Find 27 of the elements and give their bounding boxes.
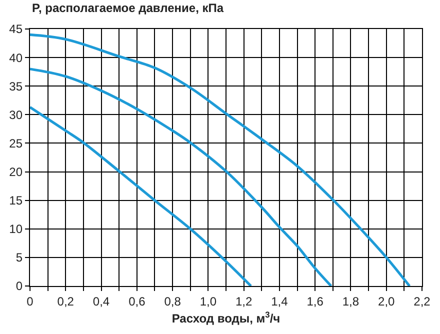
x-tick-label: 2,0 <box>378 294 396 308</box>
x-tick-label: 1,4 <box>271 294 288 308</box>
x-tick-label: 0,8 <box>164 294 182 308</box>
y-tick-label: 10 <box>9 222 23 236</box>
line-series <box>30 33 411 286</box>
x-tick-label: 1,2 <box>235 294 252 308</box>
y-tick-label: 30 <box>9 108 23 122</box>
y-tick-label: 45 <box>9 22 23 36</box>
x-tick-label: 0,4 <box>92 294 110 308</box>
y-tick-label: 5 <box>16 250 23 265</box>
y-tick-label: 20 <box>9 164 23 179</box>
y-tick-label: 40 <box>9 50 23 65</box>
line-series <box>30 68 332 286</box>
y-tick-label: 0 <box>16 279 23 294</box>
x-tick-label: 0,2 <box>57 294 74 308</box>
y-axis-title: P, располагаемое давление, кПа <box>32 1 224 15</box>
x-tick-label: 0 <box>26 294 34 308</box>
x-tick-label: 2,2 <box>414 294 431 308</box>
x-tick-label: 0,6 <box>128 294 146 308</box>
x-tick-label: 1,6 <box>306 294 324 308</box>
y-tick-label: 35 <box>9 79 23 94</box>
x-axis-title: Расход воды, м$^{3}$/ч <box>172 309 280 326</box>
y-tick-label: 25 <box>9 136 23 150</box>
x-tick-label: 1,8 <box>342 294 360 308</box>
x-tick-label: 1,0 <box>200 294 217 308</box>
y-tick-label: 15 <box>9 194 23 208</box>
line-series <box>30 106 252 286</box>
